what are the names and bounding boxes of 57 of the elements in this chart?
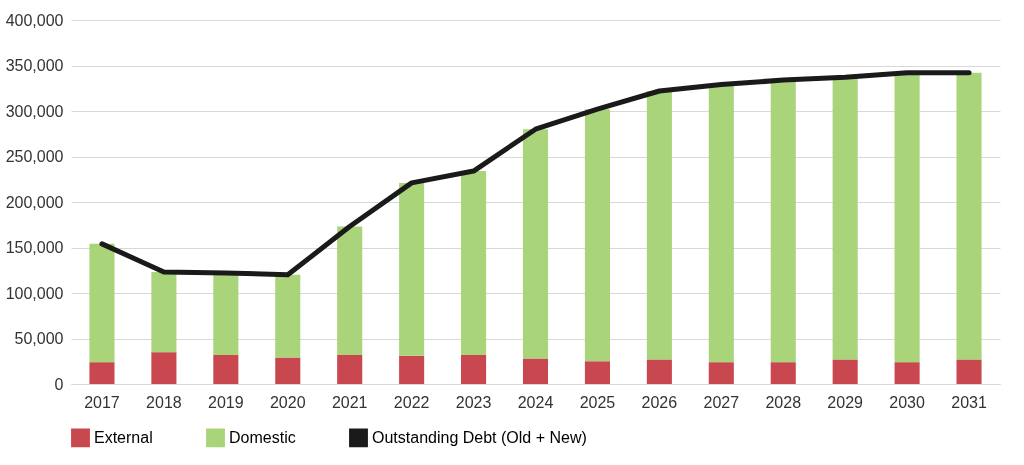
bar [461,171,487,355]
bar [522,129,549,359]
x-tick-label: 2017 [84,393,120,411]
bar [522,358,549,384]
bar [956,359,982,384]
bar [708,84,734,363]
x-tick-label: 2026 [641,393,678,411]
x-tick-label: 2018 [146,393,182,411]
bar [213,272,239,355]
legend-label: Outstanding Debt (Old + New) [372,428,587,446]
bar [956,72,982,360]
bar [646,90,672,360]
y-tick-label: 200,000 [5,193,64,211]
y-tick-label: 250,000 [5,148,64,165]
x-tick-label: 2027 [703,393,740,411]
x-tick-label: 2031 [951,393,987,411]
bar [275,357,301,384]
y-tick-label: 0 [54,375,64,393]
y-tick-label: 50,000 [14,330,64,347]
y-tick-label: 100,000 [5,284,64,302]
x-tick-label: 2022 [393,393,430,411]
bar [894,72,920,363]
legend-label: External [94,428,153,446]
x-tick-label: 2024 [517,393,554,411]
bar [832,77,858,360]
bar [89,362,115,384]
x-tick-label: 2028 [765,393,802,411]
bar [213,354,239,384]
bar [584,109,610,362]
x-tick-label: 2030 [889,393,925,411]
bar [708,362,734,384]
bar [151,272,177,353]
bar [832,359,858,384]
bar [89,243,115,363]
x-tick-label: 2019 [208,393,244,411]
bar [770,80,796,363]
x-tick-label: 2023 [455,393,492,411]
bar [151,352,177,384]
y-tick-label: 300,000 [5,102,64,120]
bar [399,355,425,384]
legend-label: Domestic [229,428,296,446]
bar [770,362,796,384]
bar [584,361,610,384]
y-tick-label: 400,000 [5,11,64,29]
bar [461,354,487,384]
x-tick-label: 2025 [579,393,616,411]
x-tick-label: 2020 [269,393,306,411]
bar [337,226,363,355]
bar [894,362,920,384]
x-tick-label: 2021 [331,393,368,411]
bar [275,274,301,358]
bar [399,182,425,356]
bar [646,359,672,384]
x-tick-label: 2029 [827,393,864,411]
y-tick-label: 150,000 [5,239,64,256]
bar [337,354,363,384]
y-tick-label: 350,000 [5,57,64,74]
